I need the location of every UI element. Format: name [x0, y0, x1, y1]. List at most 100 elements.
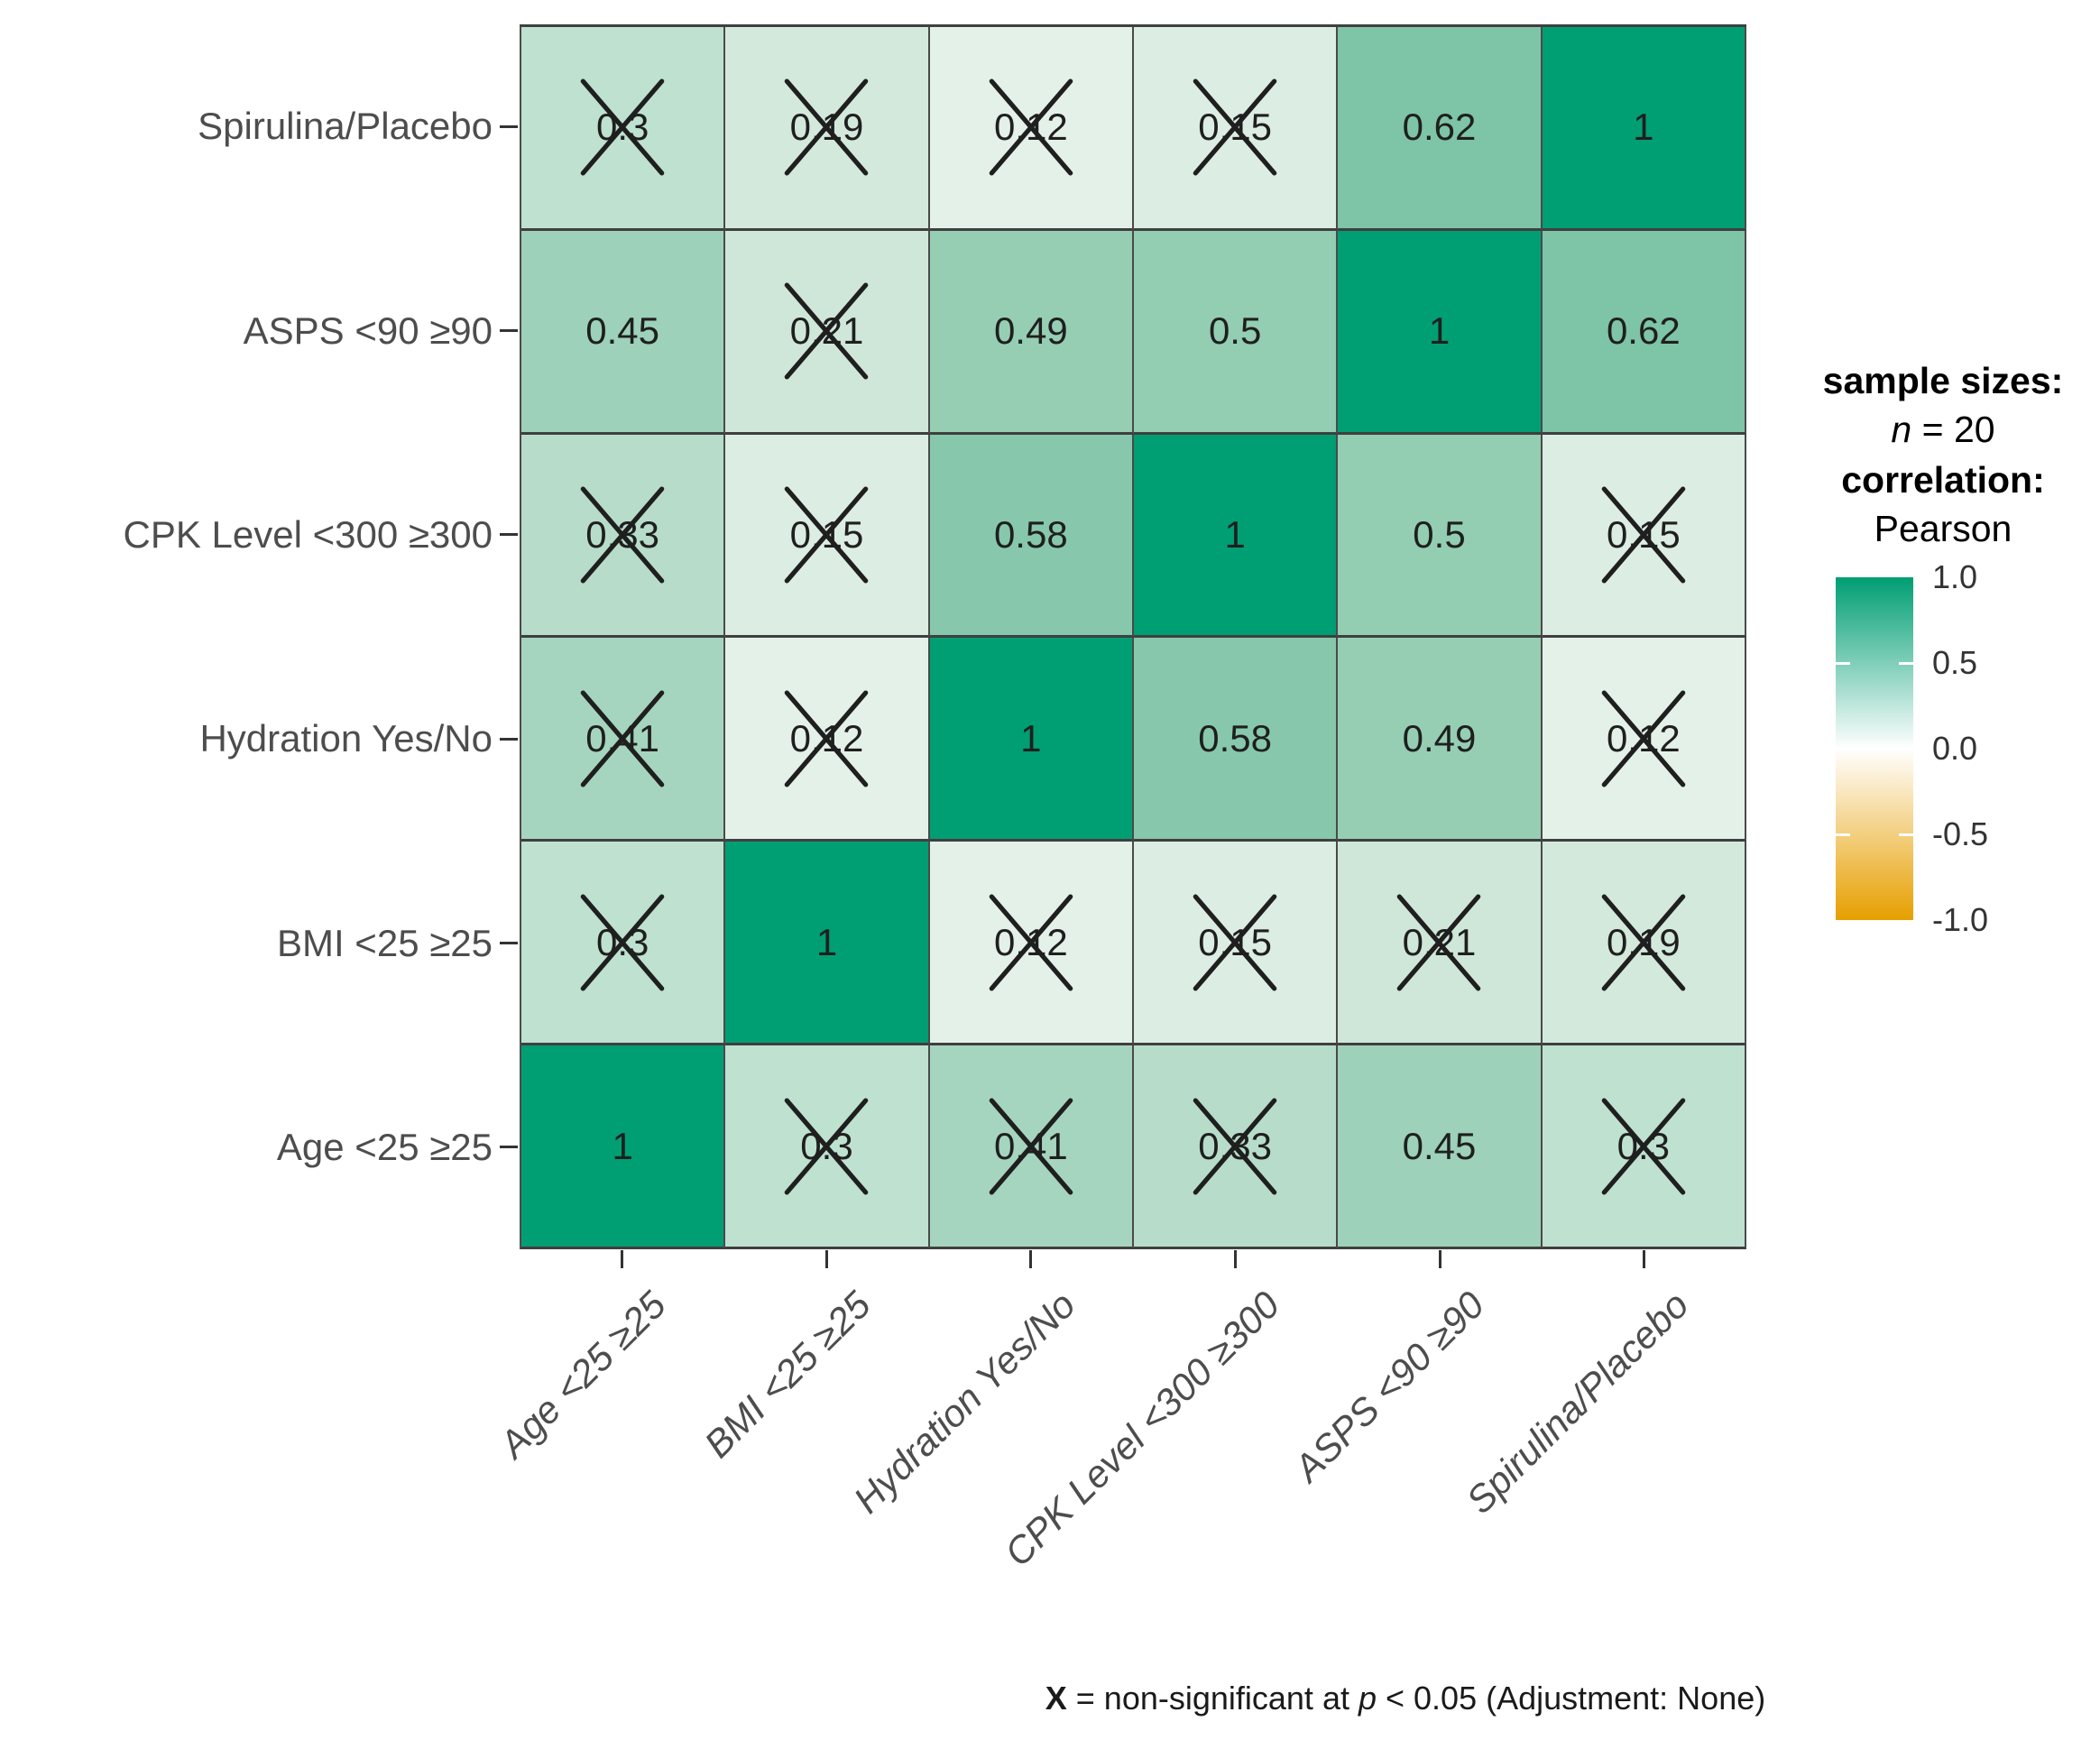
cell-value: 0.41: [585, 716, 660, 759]
matrix-cell: 0.12: [929, 27, 1134, 231]
y-axis-label: CPK Level <300 ≥300: [123, 512, 493, 556]
cell-value: 0.19: [789, 106, 864, 149]
y-axis-tick: [500, 942, 518, 944]
matrix-cell: 0.3: [1542, 1045, 1746, 1249]
y-axis-tick: [500, 1146, 518, 1149]
matrix-cell: 0.33: [521, 434, 726, 639]
caption-end-text: < 0.05 (Adjustment: None): [1377, 1680, 1766, 1717]
colorbar-notch: [1899, 661, 1913, 665]
y-axis-tick: [500, 737, 518, 741]
cell-value: 1: [1224, 513, 1246, 557]
matrix-cell: 0.12: [1542, 638, 1746, 842]
cell-value: 0.41: [993, 1124, 1068, 1167]
matrix-cell: 0.15: [1542, 434, 1746, 639]
matrix-cell: 0.19: [1542, 842, 1746, 1046]
matrix-cell: 0.15: [725, 434, 930, 639]
matrix-cell: 0.3: [521, 842, 726, 1046]
legend-sample-size-value: n = 20: [1786, 408, 2100, 451]
colorbar-tick-label: 0.5: [1932, 644, 1978, 681]
x-axis-label: Age <25 ≥25: [491, 1283, 675, 1466]
colorbar-tick-label: 1.0: [1932, 558, 1978, 595]
cell-value: 0.3: [800, 1124, 853, 1167]
cell-value: 0.19: [1606, 920, 1681, 963]
cell-value: 0.62: [1606, 309, 1681, 353]
cell-value: 1: [1020, 716, 1042, 759]
cell-value: 0.3: [1616, 1124, 1671, 1167]
y-axis-label: Age <25 ≥25: [276, 1125, 493, 1168]
matrix-cell: 0.21: [725, 230, 930, 435]
cell-value: 0.49: [993, 309, 1068, 353]
matrix-cell: 0.41: [929, 1045, 1134, 1249]
matrix-cell: 0.49: [1338, 638, 1543, 842]
cell-value: 0.33: [585, 513, 660, 557]
legend-n-symbol: n: [1891, 409, 1912, 450]
cell-value: 0.5: [1413, 513, 1466, 557]
matrix-cell: 0.33: [1133, 1045, 1339, 1249]
x-axis-tick: [1643, 1250, 1646, 1268]
y-axis-tick: [500, 533, 518, 537]
matrix-cell: 0.15: [1133, 27, 1339, 231]
colorbar-gradient: [1836, 577, 1913, 920]
cell-value: 0.33: [1198, 1124, 1273, 1167]
caption-p-symbol: p: [1358, 1680, 1377, 1717]
cell-value: 0.15: [789, 513, 864, 557]
cell-value: 0.58: [993, 513, 1068, 557]
colorbar-notch: [1899, 833, 1913, 836]
matrix-cell: 1: [929, 638, 1134, 842]
matrix-cell: 0.3: [725, 1045, 930, 1249]
matrix-cell: 0.45: [521, 230, 726, 435]
matrix-cell: 0.12: [929, 842, 1134, 1046]
matrix-cell: 1: [521, 1045, 726, 1249]
matrix-cell: 0.58: [1133, 638, 1339, 842]
colorbar-tick-label: -1.0: [1932, 901, 1989, 938]
cell-value: 0.3: [595, 920, 649, 963]
x-axis-label: BMI <25 ≥25: [695, 1283, 879, 1466]
legend-sample-sizes-title: sample sizes:: [1822, 360, 2064, 401]
caption-x-symbol: X: [1045, 1680, 1067, 1717]
x-axis-tick: [824, 1250, 828, 1268]
cell-value: 0.5: [1208, 309, 1262, 353]
cell-value: 0.12: [789, 716, 864, 759]
cell-value: 0.15: [1198, 106, 1273, 149]
matrix-cell: 0.62: [1542, 230, 1746, 435]
heatmap-panel: 0.3 0.19 0.12 0.15 0.62 1 0.45 0.21 0.49 0.5 1 0.62…: [520, 24, 1746, 1249]
colorbar-tick-label: 0.0: [1932, 730, 1978, 767]
cell-value: 0.45: [1402, 1124, 1477, 1167]
y-axis-label: ASPS <90 ≥90: [243, 308, 493, 352]
cell-value: 1: [815, 920, 838, 963]
colorbar-notch: [1836, 833, 1850, 836]
x-axis-tick: [1233, 1250, 1237, 1268]
x-axis-tick: [620, 1250, 623, 1268]
matrix-cell: 1: [725, 842, 930, 1046]
cell-value: 0.49: [1402, 716, 1477, 759]
matrix-cell: 0.15: [1133, 842, 1339, 1046]
matrix-cell: 1: [1133, 434, 1339, 639]
matrix-cell: 0.41: [521, 638, 726, 842]
matrix-cell: 1: [1542, 27, 1746, 231]
matrix-cell: 0.21: [1338, 842, 1543, 1046]
matrix-cell: 0.12: [725, 638, 930, 842]
colorbar-tick-label: -0.5: [1932, 815, 1989, 852]
y-axis-label: BMI <25 ≥25: [276, 921, 493, 964]
cell-value: 0.15: [1606, 513, 1681, 557]
matrix-cell: 0.3: [521, 27, 726, 231]
caption-mid-text: = non-significant at: [1066, 1680, 1359, 1717]
cell-value: 0.12: [993, 920, 1068, 963]
cell-value: 0.62: [1402, 106, 1477, 149]
y-axis-tick: [500, 124, 518, 128]
cell-value: 1: [1428, 309, 1451, 353]
x-axis-tick: [1438, 1250, 1441, 1268]
x-axis-tick: [1029, 1250, 1033, 1268]
matrix-cell: 0.45: [1338, 1045, 1543, 1249]
y-axis-tick: [500, 329, 518, 332]
cell-value: 1: [612, 1124, 633, 1167]
matrix-cell: 0.5: [1338, 434, 1543, 639]
caption: X = non-significant at p < 0.05 (Adjustm…: [1045, 1680, 1765, 1717]
cell-value: 0.21: [1402, 920, 1477, 963]
y-axis-label: Hydration Yes/No: [199, 717, 493, 760]
colorbar-notch: [1836, 661, 1850, 665]
matrix-cell: 1: [1338, 230, 1543, 435]
cell-value: 0.58: [1198, 716, 1273, 759]
x-axis-label: ASPS <90 ≥90: [1285, 1283, 1492, 1490]
